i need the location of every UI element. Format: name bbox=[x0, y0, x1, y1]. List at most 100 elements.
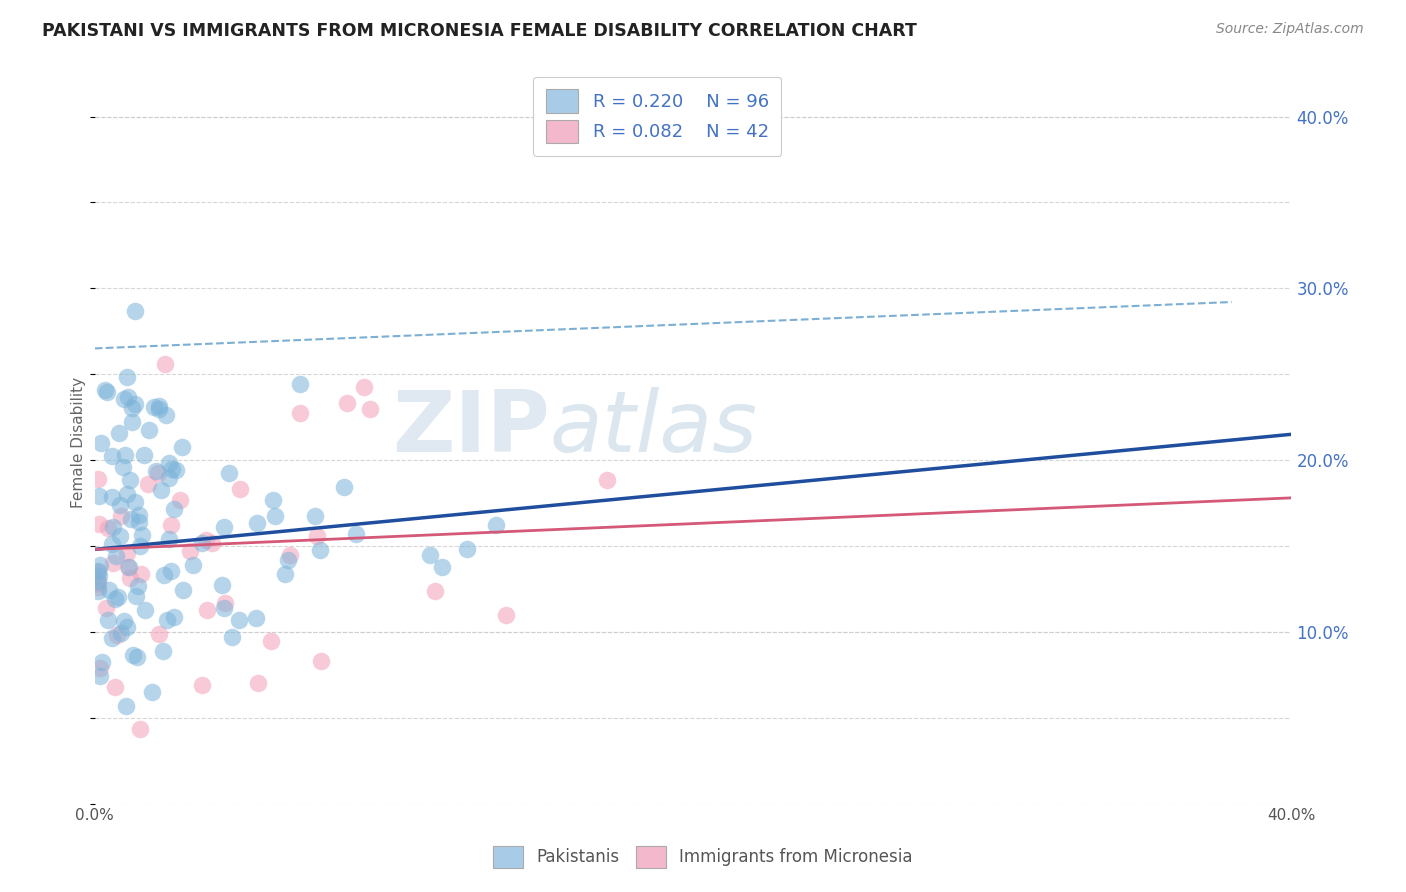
Point bbox=[108, 529, 131, 543]
Point bbox=[112, 392, 135, 406]
Point bbox=[221, 630, 243, 644]
Point bbox=[114, 448, 136, 462]
Point bbox=[94, 601, 117, 615]
Point bbox=[246, 516, 269, 530]
Point bbox=[148, 627, 170, 641]
Point bbox=[181, 558, 204, 572]
Point bbox=[148, 401, 170, 416]
Point bbox=[120, 512, 142, 526]
Point bbox=[280, 548, 302, 562]
Point bbox=[179, 544, 201, 558]
Point bbox=[87, 568, 110, 582]
Point bbox=[96, 385, 118, 400]
Point bbox=[114, 699, 136, 714]
Point bbox=[105, 549, 128, 564]
Point bbox=[359, 401, 381, 416]
Point bbox=[108, 498, 131, 512]
Point bbox=[117, 559, 139, 574]
Point bbox=[124, 494, 146, 508]
Point bbox=[336, 396, 359, 410]
Point bbox=[153, 568, 176, 582]
Point bbox=[218, 467, 240, 481]
Point bbox=[148, 399, 170, 413]
Point bbox=[344, 526, 367, 541]
Point bbox=[108, 426, 131, 441]
Point bbox=[101, 556, 124, 570]
Point bbox=[201, 535, 224, 549]
Point bbox=[169, 493, 191, 508]
Point bbox=[91, 655, 114, 669]
Point bbox=[131, 567, 153, 582]
Point bbox=[195, 603, 218, 617]
Point bbox=[134, 603, 156, 617]
Point bbox=[290, 376, 312, 391]
Point bbox=[112, 459, 135, 474]
Point bbox=[100, 450, 122, 464]
Point bbox=[107, 590, 129, 604]
Point bbox=[121, 401, 143, 415]
Point bbox=[124, 397, 146, 411]
Point bbox=[159, 532, 181, 546]
Point bbox=[97, 521, 120, 535]
Point bbox=[212, 601, 235, 615]
Point bbox=[112, 614, 135, 628]
Point bbox=[129, 723, 152, 737]
Point bbox=[191, 536, 214, 550]
Point bbox=[97, 582, 120, 597]
Point bbox=[115, 487, 138, 501]
Text: PAKISTANI VS IMMIGRANTS FROM MICRONESIA FEMALE DISABILITY CORRELATION CHART: PAKISTANI VS IMMIGRANTS FROM MICRONESIA … bbox=[42, 22, 917, 40]
Point bbox=[214, 596, 236, 610]
Point bbox=[152, 644, 174, 658]
Point bbox=[288, 406, 311, 420]
Point bbox=[245, 611, 267, 625]
Point bbox=[304, 508, 326, 523]
Point bbox=[160, 517, 183, 532]
Point bbox=[211, 578, 233, 592]
Point bbox=[160, 461, 183, 475]
Point bbox=[145, 464, 167, 478]
Point bbox=[307, 529, 329, 543]
Point bbox=[104, 680, 127, 694]
Point bbox=[495, 607, 517, 622]
Point bbox=[150, 483, 173, 498]
Point bbox=[596, 473, 619, 487]
Point bbox=[89, 669, 111, 683]
Point bbox=[110, 509, 132, 524]
Text: atlas: atlas bbox=[550, 387, 758, 470]
Point bbox=[86, 472, 108, 486]
Point bbox=[309, 542, 332, 557]
Point bbox=[115, 370, 138, 384]
Point bbox=[128, 508, 150, 523]
Point bbox=[89, 661, 111, 675]
Point bbox=[87, 489, 110, 503]
Point bbox=[87, 583, 110, 598]
Point bbox=[157, 456, 180, 470]
Point bbox=[143, 401, 166, 415]
Point bbox=[274, 567, 297, 582]
Point bbox=[212, 520, 235, 534]
Point bbox=[97, 613, 120, 627]
Point bbox=[86, 564, 108, 578]
Point bbox=[191, 678, 214, 692]
Point bbox=[136, 476, 159, 491]
Point bbox=[94, 383, 117, 397]
Point bbox=[115, 620, 138, 634]
Point bbox=[456, 541, 478, 556]
Point bbox=[264, 508, 287, 523]
Point bbox=[141, 685, 163, 699]
Point bbox=[86, 565, 108, 579]
Point bbox=[118, 560, 141, 574]
Point bbox=[277, 553, 299, 567]
Point bbox=[134, 448, 156, 462]
Point bbox=[121, 415, 143, 429]
Point bbox=[100, 490, 122, 504]
Point bbox=[118, 571, 141, 585]
Point bbox=[165, 463, 187, 477]
Point bbox=[333, 480, 356, 494]
Point bbox=[110, 625, 132, 640]
Point bbox=[89, 517, 111, 532]
Point bbox=[485, 517, 508, 532]
Point bbox=[228, 613, 250, 627]
Point bbox=[195, 533, 218, 547]
Point bbox=[425, 584, 447, 599]
